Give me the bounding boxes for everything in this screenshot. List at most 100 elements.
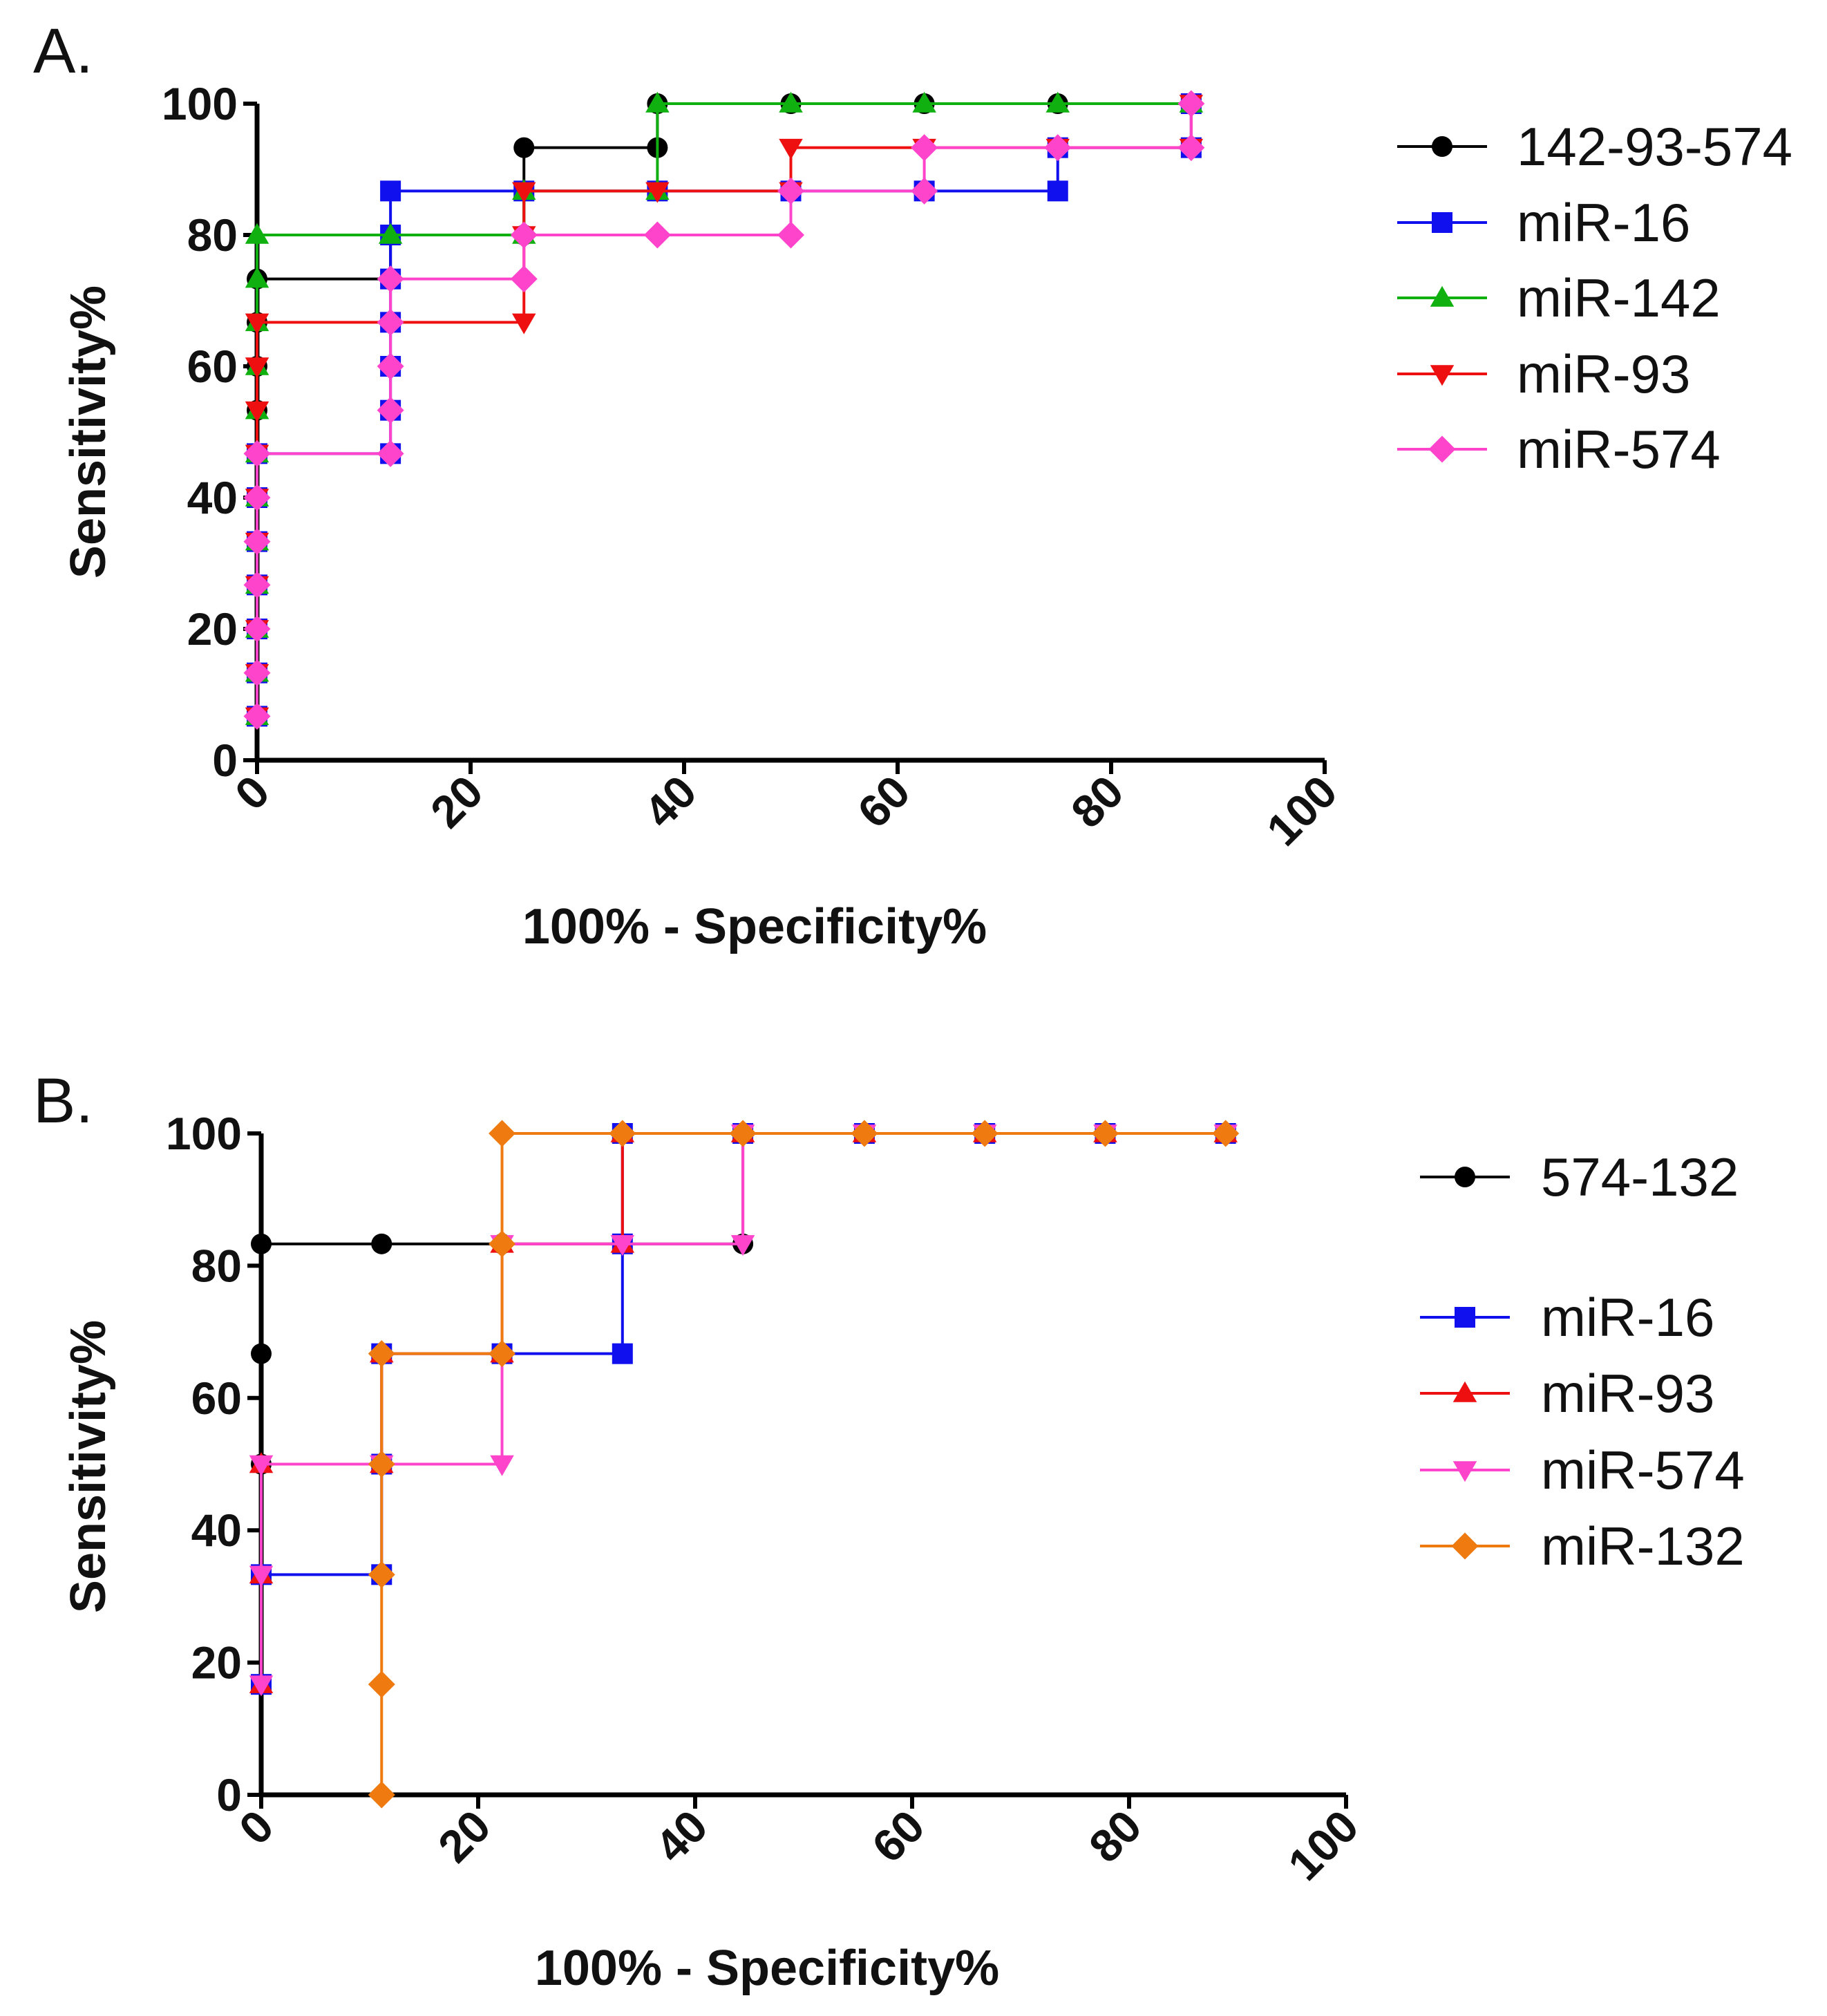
data-point <box>245 223 269 244</box>
data-point <box>245 357 269 379</box>
y-tick-label: 100 <box>162 78 238 129</box>
legend-label: miR-574 <box>1541 1440 1745 1500</box>
legend-label: miR-142 <box>1517 267 1721 328</box>
data-point <box>368 1451 395 1478</box>
data-point <box>777 177 804 205</box>
data-point <box>851 1120 878 1147</box>
legend-label: miR-16 <box>1541 1287 1714 1348</box>
data-point <box>729 1120 757 1147</box>
legend-label: miR-132 <box>1541 1516 1745 1576</box>
data-point <box>609 1120 636 1147</box>
legend-marker <box>1452 1461 1477 1482</box>
data-point <box>245 313 269 335</box>
y-tick-label: 80 <box>191 1240 242 1291</box>
legend-entry: miR-132 <box>1420 1516 1745 1576</box>
data-point <box>368 1781 395 1809</box>
data-point <box>243 484 271 511</box>
data-point <box>911 177 938 205</box>
data-point <box>779 91 803 113</box>
data-point <box>249 1455 274 1476</box>
data-point <box>243 615 271 643</box>
y-tick-label: 20 <box>187 603 238 654</box>
series-line <box>256 104 1193 717</box>
y-axis-title: Sensitivity% <box>61 285 116 578</box>
data-point <box>777 221 804 249</box>
x-tick-label: 80 <box>1061 766 1133 838</box>
data-point <box>243 659 271 687</box>
y-tick-label: 0 <box>216 1769 242 1820</box>
legend-marker <box>1452 1381 1477 1402</box>
legend-entry: 574-132 <box>1420 1147 1739 1207</box>
data-point <box>1177 90 1205 117</box>
data-point <box>245 401 269 422</box>
x-tick-label: 20 <box>421 766 493 838</box>
data-point <box>1212 1120 1240 1147</box>
legend-marker <box>1455 1167 1475 1187</box>
legend-entry: miR-574 <box>1420 1440 1745 1500</box>
legend-label: 142-93-574 <box>1517 116 1792 177</box>
y-tick-label: 60 <box>187 341 238 392</box>
data-point <box>1091 1120 1119 1147</box>
x-tick-label: 60 <box>848 766 920 838</box>
legend-label: miR-16 <box>1517 192 1690 253</box>
data-point <box>380 180 401 202</box>
data-point <box>1044 134 1072 162</box>
y-axis-title: Sensitivity% <box>61 1320 116 1613</box>
data-point <box>371 1233 392 1254</box>
data-point <box>612 1343 633 1364</box>
data-point <box>377 352 404 380</box>
data-point <box>251 1233 272 1254</box>
legend-label: miR-93 <box>1541 1363 1714 1424</box>
data-point <box>730 1235 755 1256</box>
legend-marker <box>1430 365 1455 386</box>
data-point <box>243 528 271 556</box>
legend-label: miR-93 <box>1517 343 1690 404</box>
legend-marker <box>1432 136 1452 157</box>
legend-entry: miR-142 <box>1397 267 1721 328</box>
x-tick-label: 80 <box>1079 1800 1151 1872</box>
data-point <box>249 1675 274 1697</box>
data-point <box>513 137 535 158</box>
data-point <box>489 1120 516 1147</box>
x-tick-label: 100 <box>1257 766 1347 856</box>
data-point <box>911 134 938 162</box>
x-tick-label: 100 <box>1278 1800 1368 1890</box>
series-mir-574 <box>249 1124 1238 1697</box>
series-mir-132 <box>368 1120 1240 1809</box>
data-point <box>368 1340 395 1368</box>
legend-entry: 142-93-574 <box>1397 116 1792 177</box>
legend-marker <box>1455 1307 1475 1328</box>
legend-entry: miR-574 <box>1397 419 1721 480</box>
data-point <box>512 313 536 335</box>
data-point <box>489 1230 516 1258</box>
legend-marker <box>1432 212 1452 233</box>
data-point <box>377 440 404 467</box>
data-point <box>510 221 538 249</box>
data-point <box>368 1561 395 1588</box>
legend-entry: miR-16 <box>1420 1287 1714 1348</box>
y-tick-label: 80 <box>187 209 238 261</box>
data-point <box>245 267 269 288</box>
y-tick-label: 60 <box>191 1373 242 1424</box>
y-tick-label: 20 <box>191 1637 242 1688</box>
data-point <box>643 221 671 249</box>
x-axis-title: 100% - Specificity% <box>535 1941 999 1996</box>
series-mir-574 <box>243 90 1205 730</box>
legend-entry: miR-16 <box>1397 192 1690 253</box>
x-tick-label: 20 <box>428 1800 500 1872</box>
data-point <box>378 223 403 244</box>
data-point <box>489 1340 516 1368</box>
legend-label: miR-574 <box>1517 419 1721 480</box>
data-point <box>368 1670 395 1698</box>
data-point <box>645 182 670 203</box>
data-point <box>249 1565 274 1587</box>
data-point <box>243 702 271 730</box>
legend-entry: miR-93 <box>1420 1363 1714 1424</box>
x-tick-label: 40 <box>634 766 706 838</box>
data-point <box>610 1235 635 1256</box>
y-tick-label: 0 <box>212 735 238 786</box>
data-point <box>243 571 271 599</box>
